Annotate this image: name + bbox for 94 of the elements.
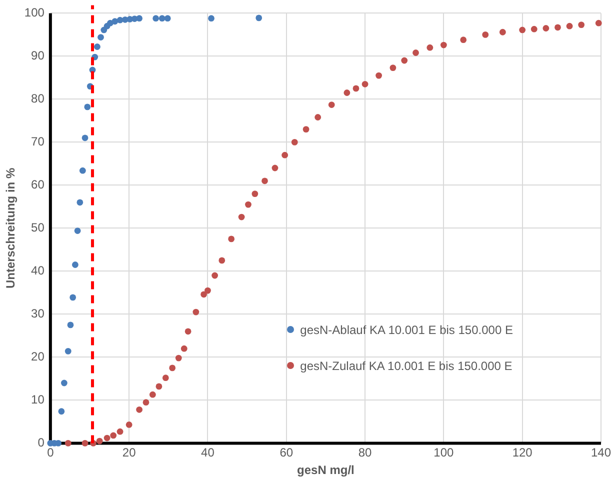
y-tick-label: 0 — [38, 436, 45, 450]
point — [142, 399, 150, 406]
point — [64, 348, 72, 354]
point — [499, 28, 506, 36]
y-tick-label: 20 — [31, 350, 45, 364]
y-tick-label: 30 — [31, 306, 45, 321]
point — [76, 199, 84, 206]
point — [162, 374, 169, 382]
point — [390, 64, 396, 72]
point — [578, 22, 585, 28]
point — [104, 434, 110, 442]
point — [460, 36, 467, 44]
point — [126, 422, 132, 428]
legend-label: gesN-Ablauf KA 10.001 E bis 150.000 E — [300, 322, 513, 337]
point — [482, 32, 489, 38]
point — [376, 72, 382, 79]
y-tick-label: 10 — [31, 392, 45, 407]
point — [180, 345, 188, 352]
point — [58, 408, 65, 415]
point — [136, 15, 142, 22]
point — [542, 25, 550, 32]
y-axis-title: Unterschreitung in % — [4, 168, 18, 289]
x-tick-label: 60 — [280, 446, 294, 460]
x-tick-label: 20 — [122, 446, 136, 460]
point — [238, 214, 245, 220]
x-axis-title: gesN mg/l — [297, 463, 354, 478]
point — [344, 90, 350, 96]
point — [192, 308, 200, 316]
point — [282, 152, 288, 158]
point — [401, 57, 408, 64]
point — [70, 294, 76, 301]
point — [595, 20, 602, 26]
point — [291, 139, 298, 146]
x-tick-label: 0 — [47, 446, 54, 460]
point — [110, 432, 117, 439]
point — [116, 428, 124, 435]
y-tick-label: 40 — [31, 264, 45, 278]
x-tick-label: 120 — [512, 446, 533, 460]
point — [64, 440, 72, 446]
point — [74, 228, 81, 234]
y-tick-label: 70 — [31, 134, 45, 149]
point — [352, 85, 360, 92]
x-tick-label: 140 — [590, 446, 612, 460]
point — [164, 15, 171, 22]
y-tick-label: 80 — [31, 92, 45, 106]
y-tick-label: 100 — [24, 6, 45, 20]
point — [79, 167, 86, 174]
legend-label: gesN-Zulauf KA 10.001 E bis 150.000 E — [300, 358, 512, 373]
point — [169, 364, 176, 372]
point — [156, 383, 162, 390]
y-tick-label: 60 — [31, 178, 45, 192]
point — [252, 190, 258, 197]
point — [245, 201, 252, 208]
point — [175, 354, 182, 362]
point — [426, 44, 434, 51]
point — [84, 104, 91, 110]
point — [256, 14, 262, 22]
point — [82, 134, 88, 142]
point — [204, 287, 211, 294]
point — [212, 272, 218, 279]
point — [440, 42, 447, 48]
point — [208, 15, 214, 22]
x-tick-label: 80 — [358, 446, 372, 460]
point — [112, 18, 118, 25]
point — [149, 391, 156, 398]
x-tick-label: 40 — [201, 446, 215, 460]
point — [158, 15, 166, 22]
point — [262, 178, 268, 184]
point — [272, 164, 278, 172]
point — [362, 80, 368, 88]
point — [98, 34, 104, 40]
point — [412, 50, 419, 56]
point — [67, 322, 74, 328]
point — [554, 24, 561, 31]
point — [519, 26, 526, 34]
point — [96, 438, 103, 444]
point — [136, 406, 142, 413]
x-tick-label: 100 — [434, 446, 454, 460]
point — [60, 380, 68, 386]
point — [152, 15, 160, 22]
point — [94, 44, 100, 50]
point — [200, 291, 207, 298]
y-tick-label: 50 — [31, 220, 45, 235]
point — [72, 262, 78, 268]
point — [302, 126, 310, 132]
point — [228, 236, 235, 242]
point — [218, 257, 226, 264]
point — [184, 328, 192, 335]
point — [566, 22, 573, 30]
point — [82, 440, 88, 446]
point — [314, 114, 322, 120]
y-tick-label: 90 — [31, 48, 45, 63]
point — [328, 102, 335, 108]
point — [530, 26, 538, 32]
